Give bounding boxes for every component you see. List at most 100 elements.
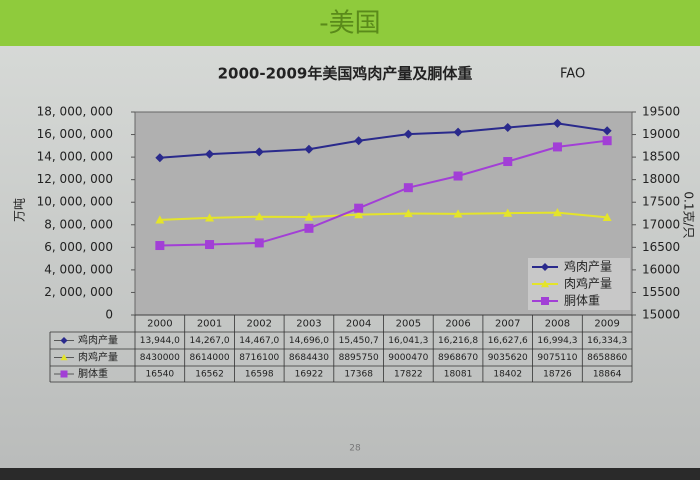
slide-title: -美国 bbox=[319, 9, 380, 39]
marker bbox=[453, 209, 463, 218]
y2-tick-label: 18000 bbox=[642, 172, 680, 186]
marker bbox=[60, 370, 68, 378]
table-cell: 9075110 bbox=[537, 353, 577, 363]
marker bbox=[602, 212, 612, 221]
y-tick-label: 2, 000, 000 bbox=[44, 285, 113, 299]
x-tick-label: 2007 bbox=[495, 319, 520, 330]
table-cell: 16,627,6 bbox=[488, 336, 528, 346]
marker bbox=[254, 212, 264, 221]
table-cell: 17822 bbox=[394, 370, 423, 380]
y-tick-label: 8, 000, 000 bbox=[44, 217, 113, 231]
table-cell: 14,467,0 bbox=[239, 336, 279, 346]
table-cell: 15,450,7 bbox=[339, 336, 379, 346]
page-number: 28 bbox=[349, 444, 361, 454]
table-cell: 16,334,3 bbox=[587, 336, 627, 346]
y2-tick-label: 18500 bbox=[642, 150, 680, 164]
table-cell: 16598 bbox=[245, 370, 274, 380]
marker bbox=[60, 337, 68, 344]
y2-tick-label: 16000 bbox=[642, 262, 680, 276]
marker bbox=[403, 208, 413, 218]
title-band bbox=[0, 0, 700, 46]
y-axis-label: 万吨 bbox=[13, 198, 27, 222]
marker bbox=[60, 354, 68, 361]
table-row-label: 肉鸡产量 bbox=[78, 351, 118, 364]
marker bbox=[205, 149, 215, 159]
table-cell: 16540 bbox=[146, 370, 175, 380]
table-cell: 16,994,3 bbox=[537, 336, 577, 346]
x-tick-label: 2009 bbox=[594, 319, 619, 330]
y2-tick-label: 19000 bbox=[642, 127, 680, 141]
x-tick-label: 2003 bbox=[296, 319, 321, 330]
table-cell: 14,696,0 bbox=[289, 336, 329, 346]
legend-label: 肉鸡产量 bbox=[564, 276, 612, 291]
x-tick-label: 2000 bbox=[147, 319, 172, 330]
marker bbox=[552, 142, 562, 152]
table-cell: 9000470 bbox=[388, 353, 428, 363]
marker bbox=[552, 208, 562, 217]
y2-tick-label: 17500 bbox=[642, 195, 680, 209]
table-cell: 8716100 bbox=[239, 353, 279, 363]
x-tick-label: 2004 bbox=[346, 319, 371, 330]
marker bbox=[453, 171, 463, 181]
table-cell: 8895750 bbox=[339, 353, 379, 363]
marker bbox=[602, 126, 612, 136]
x-tick-label: 2006 bbox=[445, 319, 470, 330]
table-cell: 8430000 bbox=[140, 353, 180, 363]
chart-source: FAO bbox=[560, 67, 585, 82]
data-table: 2000 2001 2002 2003 2004 2005 2006 2007 2008 2009… bbox=[49, 314, 633, 383]
table-cell: 16,041,3 bbox=[388, 336, 428, 346]
marker bbox=[354, 210, 364, 219]
marker bbox=[354, 136, 364, 146]
marker bbox=[254, 147, 264, 157]
x-tick-label: 2005 bbox=[396, 319, 421, 330]
table-cell: 18726 bbox=[543, 370, 572, 380]
table-cell: 18864 bbox=[593, 370, 622, 380]
chart-title: 2000-2009年美国鸡肉产量及胴体重 bbox=[218, 65, 473, 83]
table-row-label: 鸡肉产量 bbox=[78, 334, 118, 347]
table-cell: 13,944,0 bbox=[140, 336, 180, 346]
legend-label: 胴体重 bbox=[564, 294, 600, 308]
table-cell: 16,216,8 bbox=[438, 336, 478, 346]
marker bbox=[155, 215, 165, 224]
bottom-edge bbox=[0, 468, 700, 480]
table-cell: 8658860 bbox=[587, 353, 627, 363]
marker bbox=[541, 297, 549, 305]
marker bbox=[205, 213, 215, 222]
marker bbox=[541, 280, 549, 288]
marker bbox=[453, 127, 463, 137]
marker bbox=[155, 153, 165, 163]
marker bbox=[205, 240, 215, 250]
legend-label: 鸡肉产量 bbox=[564, 259, 612, 274]
y2-tick-label: 17000 bbox=[642, 217, 680, 231]
table-cell: 8968670 bbox=[438, 353, 478, 363]
table-cell: 8684430 bbox=[289, 353, 329, 363]
marker bbox=[503, 208, 513, 217]
marker bbox=[304, 223, 314, 233]
table-cell: 14,267,0 bbox=[190, 336, 230, 346]
table-cell: 18081 bbox=[444, 370, 473, 380]
table-row-label: 胴体重 bbox=[78, 367, 108, 380]
marker bbox=[354, 203, 364, 213]
marker bbox=[602, 136, 612, 146]
y2-tick-label: 15500 bbox=[642, 285, 680, 299]
x-tick-label: 2001 bbox=[197, 319, 222, 330]
y-tick-label: 10, 000, 000 bbox=[37, 195, 113, 209]
table-cell: 16562 bbox=[195, 370, 224, 380]
table-cell: 17368 bbox=[344, 370, 373, 380]
marker bbox=[552, 118, 562, 128]
series-line bbox=[159, 139, 608, 247]
y2-axis-label: 0.1克/只 bbox=[682, 191, 696, 238]
series-line bbox=[159, 211, 608, 221]
marker bbox=[304, 144, 314, 154]
y-tick-label: 4, 000, 000 bbox=[44, 262, 113, 276]
marker bbox=[304, 212, 314, 221]
table-cell: 8614000 bbox=[190, 353, 230, 363]
marker bbox=[155, 241, 165, 251]
marker bbox=[503, 157, 513, 167]
marker bbox=[541, 263, 549, 271]
y2-tick-label: 16500 bbox=[642, 240, 680, 254]
y-tick-label: 0 bbox=[105, 308, 113, 322]
x-tick-label: 2002 bbox=[247, 319, 272, 330]
marker bbox=[403, 183, 413, 193]
